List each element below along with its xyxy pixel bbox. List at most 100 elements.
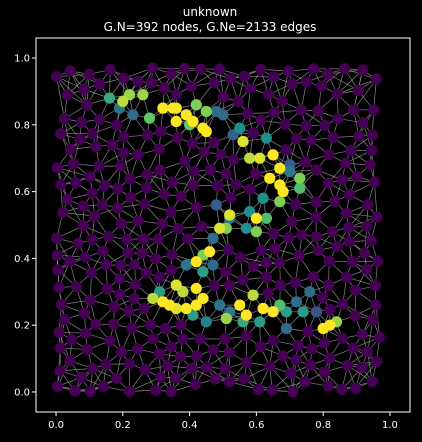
graph-node <box>292 339 304 352</box>
graph-node <box>185 80 198 92</box>
graph-node <box>304 359 316 371</box>
highlighted-node <box>200 105 212 118</box>
highlighted-node <box>143 112 156 124</box>
graph-node <box>104 64 116 76</box>
highlighted-node <box>310 306 323 318</box>
graph-node <box>343 221 355 233</box>
highlighted-node <box>254 316 266 328</box>
highlighted-node <box>187 115 199 128</box>
graph-node <box>300 120 312 132</box>
graph-node <box>247 127 259 139</box>
graph-node <box>295 104 307 116</box>
graph-node <box>166 176 178 188</box>
graph-node <box>323 149 335 161</box>
graph-node <box>104 335 116 347</box>
x-tick-label: 1.0 <box>382 420 398 431</box>
graph-node <box>310 196 322 208</box>
graph-node <box>223 346 235 359</box>
graph-node <box>240 330 252 342</box>
highlighted-node <box>190 256 202 268</box>
graph-node <box>139 364 151 376</box>
highlighted-node <box>200 316 212 328</box>
graph-node <box>170 372 182 384</box>
graph-node <box>121 233 133 245</box>
graph-node <box>81 99 93 111</box>
graph-node <box>234 251 247 263</box>
graph-node <box>322 177 334 189</box>
highlighted-node <box>234 299 246 311</box>
highlighted-node <box>137 89 149 101</box>
y-tick-label: 0.2 <box>14 321 30 332</box>
graph-node <box>371 211 383 223</box>
graph-node <box>165 341 177 353</box>
graph-node <box>54 365 66 377</box>
graph-node <box>115 259 127 272</box>
graph-node <box>137 233 150 245</box>
highlighted-node <box>200 125 212 138</box>
highlighted-node <box>207 232 219 244</box>
graph-node <box>86 187 98 199</box>
graph-node <box>266 384 278 396</box>
graph-node <box>101 283 113 295</box>
graph-node <box>346 255 358 268</box>
highlighted-node <box>224 209 236 221</box>
graph-node <box>165 264 177 276</box>
chart-subtitle: G.N=392 nodes, G.Ne=2133 edges <box>104 20 317 34</box>
highlighted-node <box>274 162 286 174</box>
graph-node <box>225 192 237 204</box>
graph-node <box>171 88 183 101</box>
x-tick-label: 0.8 <box>315 420 331 431</box>
graph-node <box>72 237 84 250</box>
graph-node <box>194 333 206 345</box>
graph-node <box>290 354 302 366</box>
graph-node <box>353 130 365 142</box>
graph-node <box>241 356 253 368</box>
highlighted-node <box>267 149 279 161</box>
graph-node <box>195 220 207 233</box>
graph-node <box>84 385 96 398</box>
highlighted-node <box>280 322 293 335</box>
graph-edge <box>327 73 359 91</box>
graph-node <box>255 244 267 256</box>
highlighted-node <box>240 222 252 234</box>
highlighted-node <box>147 292 159 305</box>
chart-title: unknown <box>183 5 238 19</box>
graph-node <box>118 131 130 143</box>
graph-node <box>211 180 224 192</box>
graph-node <box>165 386 177 398</box>
graph-node <box>369 280 381 292</box>
graph-node <box>332 112 344 125</box>
graph-node <box>362 199 374 211</box>
y-tick-label: 0.6 <box>14 187 30 198</box>
graph-edge <box>355 361 377 389</box>
graph-node <box>349 310 361 322</box>
y-tick-label: 0.0 <box>14 387 30 398</box>
graph-node <box>338 63 351 75</box>
graph-node <box>299 156 312 168</box>
graph-node <box>175 351 187 363</box>
graph-node <box>129 259 141 271</box>
highlighted-node <box>207 259 219 271</box>
graph-node <box>129 279 142 291</box>
graph-node <box>145 77 158 89</box>
graph-node <box>112 182 124 195</box>
graph-node <box>97 245 109 257</box>
graph-node <box>78 83 90 95</box>
graph-node <box>323 352 336 364</box>
graph-node <box>84 171 96 183</box>
graph-node <box>277 350 289 362</box>
graph-node <box>123 385 136 397</box>
highlighted-node <box>190 99 202 111</box>
graph-node <box>64 65 76 77</box>
graph-node <box>87 362 99 375</box>
graph-node <box>312 244 324 256</box>
highlighted-node <box>170 279 182 291</box>
graph-node <box>209 279 221 292</box>
graph-node <box>69 385 81 397</box>
graph-node <box>274 256 286 269</box>
graph-node <box>132 343 144 355</box>
graph-node <box>250 168 262 180</box>
graph-node <box>110 372 123 384</box>
graph-node <box>289 198 302 211</box>
